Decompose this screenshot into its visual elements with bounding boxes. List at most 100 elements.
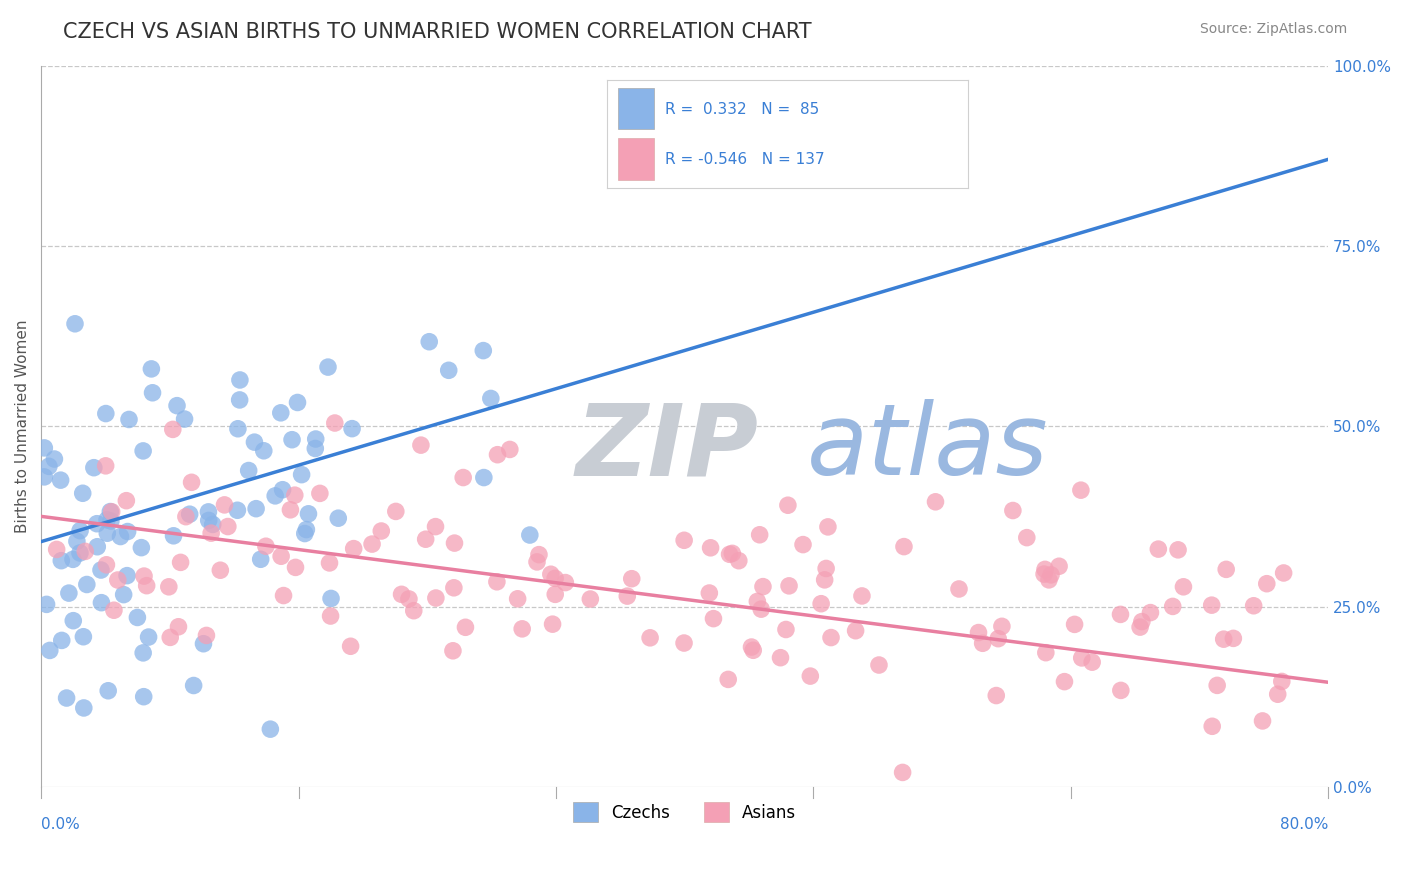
Point	[1070, 483, 1092, 498]
Point	[118, 412, 141, 426]
Point	[63, 317, 86, 331]
Text: 0.0%: 0.0%	[41, 817, 80, 832]
Point	[304, 442, 326, 456]
Point	[815, 561, 838, 575]
Point	[845, 624, 868, 638]
Point	[76, 577, 98, 591]
Point	[544, 587, 567, 601]
Point	[948, 582, 970, 596]
Point	[519, 528, 541, 542]
Point	[1256, 576, 1278, 591]
Point	[138, 630, 160, 644]
Point	[49, 473, 72, 487]
Point	[718, 547, 741, 561]
Point	[214, 498, 236, 512]
Point	[1272, 566, 1295, 580]
Point	[792, 538, 814, 552]
Point	[318, 556, 340, 570]
Point	[778, 579, 800, 593]
Point	[1109, 683, 1132, 698]
Point	[472, 470, 495, 484]
Point	[1267, 687, 1289, 701]
Point	[97, 683, 120, 698]
Point	[454, 620, 477, 634]
Point	[616, 589, 638, 603]
Point	[86, 540, 108, 554]
Point	[115, 568, 138, 582]
Point	[868, 658, 890, 673]
Point	[132, 569, 155, 583]
Point	[284, 488, 307, 502]
Point	[287, 395, 309, 409]
Point	[193, 637, 215, 651]
Point	[254, 539, 277, 553]
Point	[1161, 599, 1184, 614]
Point	[339, 640, 361, 654]
Point	[217, 519, 239, 533]
Point	[167, 620, 190, 634]
Point	[197, 505, 219, 519]
Point	[1222, 632, 1244, 646]
Point	[38, 459, 60, 474]
Point	[66, 534, 89, 549]
Point	[1129, 620, 1152, 634]
Point	[1130, 615, 1153, 629]
Point	[544, 571, 567, 585]
Point	[673, 636, 696, 650]
Point	[197, 513, 219, 527]
Point	[270, 406, 292, 420]
Point	[398, 591, 420, 606]
Point	[1201, 719, 1223, 733]
Point	[1038, 573, 1060, 587]
Point	[769, 650, 792, 665]
Point	[418, 334, 440, 349]
Point	[245, 501, 267, 516]
Point	[112, 588, 135, 602]
Point	[291, 467, 314, 482]
Point	[103, 603, 125, 617]
Point	[253, 443, 276, 458]
Point	[1070, 651, 1092, 665]
Point	[226, 503, 249, 517]
Point	[34, 470, 56, 484]
Point	[264, 489, 287, 503]
Point	[893, 540, 915, 554]
Text: atlas: atlas	[807, 400, 1049, 496]
Point	[1053, 674, 1076, 689]
Point	[270, 549, 292, 564]
Point	[132, 690, 155, 704]
Point	[166, 399, 188, 413]
Point	[100, 505, 122, 519]
Point	[249, 552, 271, 566]
Point	[810, 597, 832, 611]
Point	[443, 536, 465, 550]
Point	[673, 533, 696, 548]
Point	[752, 580, 775, 594]
Point	[201, 517, 224, 532]
Point	[541, 617, 564, 632]
Point	[702, 612, 724, 626]
Point	[319, 609, 342, 624]
Legend: Czechs, Asians: Czechs, Asians	[567, 796, 803, 829]
Point	[162, 529, 184, 543]
Point	[1035, 646, 1057, 660]
Point	[305, 432, 328, 446]
Point	[180, 475, 202, 490]
Point	[100, 514, 122, 528]
Point	[479, 392, 502, 406]
Point	[1047, 559, 1070, 574]
Point	[273, 589, 295, 603]
Point	[340, 422, 363, 436]
Point	[1206, 678, 1229, 692]
Point	[1212, 632, 1234, 647]
Point	[437, 363, 460, 377]
Point	[284, 560, 307, 574]
Point	[1001, 503, 1024, 517]
Point	[238, 463, 260, 477]
Point	[343, 541, 366, 556]
Point	[1271, 674, 1294, 689]
Point	[200, 526, 222, 541]
Point	[169, 555, 191, 569]
Point	[638, 631, 661, 645]
Point	[740, 640, 762, 654]
